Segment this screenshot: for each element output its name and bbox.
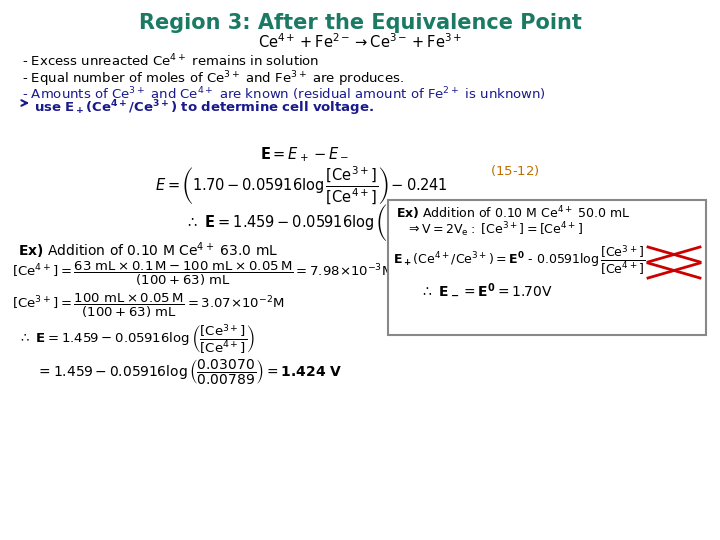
Text: - Equal number of moles of $\mathrm{Ce^{3+}}$ and $\mathrm{Fe^{3+}}$ are produce: - Equal number of moles of $\mathrm{Ce^{… [22,69,404,89]
Text: - Amounts of $\mathrm{Ce^{3+}}$ and $\mathrm{Ce^{4+}}$ are known (residual amoun: - Amounts of $\mathrm{Ce^{3+}}$ and $\ma… [22,85,546,103]
Text: $\mathbf{E_+}(\mathrm{Ce^{4+}/Ce^{3+}}) = \mathbf{E^0}\ \text{-}\ 0.0591\log\dfr: $\mathbf{E_+}(\mathrm{Ce^{4+}/Ce^{3+}}) … [393,243,645,276]
Text: $\therefore\ \mathbf{E} = 1.459 - 0.05916\log\left(\dfrac{[\mathrm{Ce^{3+}}]}{[\: $\therefore\ \mathbf{E} = 1.459 - 0.0591… [185,202,449,245]
Text: $\mathbf{Ex)}$ Addition of 0.10 M $\mathrm{Ce^{4+}}$ 50.0 mL: $\mathbf{Ex)}$ Addition of 0.10 M $\math… [396,204,631,221]
Text: Region 3: After the Equivalence Point: Region 3: After the Equivalence Point [138,13,582,33]
Text: $[\mathrm{Ce^{4+}}] = \dfrac{63\ \mathrm{mL} \times 0.1\,\mathrm{M} - 100\ \math: $[\mathrm{Ce^{4+}}] = \dfrac{63\ \mathrm… [12,260,393,288]
Text: $\mathbf{E} = E_+ - E_-$: $\mathbf{E} = E_+ - E_-$ [260,145,349,164]
Text: $\Rightarrow \mathrm{V=2V_e}:\ [\mathrm{Ce^{3+}}]=[\mathrm{Ce^{4+}}]$: $\Rightarrow \mathrm{V=2V_e}:\ [\mathrm{… [406,220,583,239]
Text: $(15\text{-}12)$: $(15\text{-}12)$ [490,163,540,178]
Text: $E = \left(1.70 - 0.05916\log\dfrac{[\mathrm{Ce^{3+}}]}{[\mathrm{Ce^{4+}}]}\righ: $E = \left(1.70 - 0.05916\log\dfrac{[\ma… [155,165,448,207]
Text: $= 1.459 - 0.05916\log\left(\dfrac{0.03070}{0.00789}\right) = \mathbf{1.424\ V}$: $= 1.459 - 0.05916\log\left(\dfrac{0.030… [36,357,342,386]
Bar [388,200,706,335]
Text: $\mathbf{Ex)}$ Addition of 0.10 M $\mathrm{Ce^{4+}}$ 63.0 mL: $\mathbf{Ex)}$ Addition of 0.10 M $\math… [18,240,279,261]
Text: $\mathrm{Ce^{4+} + Fe^{2-} \rightarrow Ce^{3-} + Fe^{3+}}$: $\mathrm{Ce^{4+} + Fe^{2-} \rightarrow C… [258,32,462,51]
Text: $\therefore\ \mathbf{E} = 1.459 - 0.05916\log\left(\dfrac{[\mathrm{Ce^{3+}}]}{[\: $\therefore\ \mathbf{E} = 1.459 - 0.0591… [18,322,255,356]
Text: - Excess unreacted $\mathrm{Ce^{4+}}$ remains in solution: - Excess unreacted $\mathrm{Ce^{4+}}$ re… [22,53,320,70]
Text: $\mathbf{use\ E_+(Ce^{4+}/Ce^{3+})\ to\ determine\ cell\ voltage.}$: $\mathbf{use\ E_+(Ce^{4+}/Ce^{3+})\ to\ … [34,98,374,118]
Text: $\therefore\ \mathbf{E_-} = \mathbf{E^0} = 1.70\mathrm{V}$: $\therefore\ \mathbf{E_-} = \mathbf{E^0}… [420,282,553,298]
Text: $[\mathrm{Ce^{3+}}] = \dfrac{100\ \mathrm{mL} \times 0.05\,\mathrm{M}}{(100+63)\: $[\mathrm{Ce^{3+}}] = \dfrac{100\ \mathr… [12,292,284,320]
